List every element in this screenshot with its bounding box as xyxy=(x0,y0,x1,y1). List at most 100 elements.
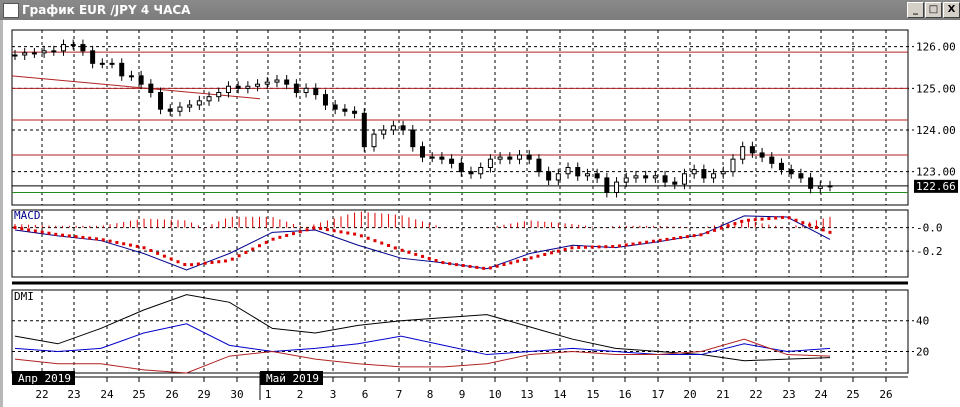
y-tick-label: 125.00 xyxy=(916,82,956,95)
candle-body xyxy=(827,185,833,188)
x-tick-label: 22 xyxy=(35,388,48,401)
macd-signal-dot xyxy=(699,233,703,237)
macd-signal-dot xyxy=(278,235,282,239)
x-tick-label: 8 xyxy=(427,388,434,401)
candle-body xyxy=(740,146,746,160)
candle-body xyxy=(749,146,755,154)
candle-body xyxy=(643,175,649,179)
macd-signal-dot xyxy=(393,246,397,250)
macd-signal-dot xyxy=(67,234,71,238)
candle-body xyxy=(769,156,775,164)
candle-body xyxy=(216,92,222,98)
macd-signal-dot xyxy=(672,236,676,240)
macd-signal-dot xyxy=(135,244,139,248)
candle-body xyxy=(808,177,814,189)
candle-body xyxy=(61,44,67,52)
window-title: График EUR /JPY 4 ЧАСА xyxy=(22,3,191,17)
candle-body xyxy=(293,83,299,93)
macd-signal-dot xyxy=(13,226,17,230)
candle-body xyxy=(235,85,241,89)
macd-signal-dot xyxy=(461,264,465,268)
macd-signal-dot xyxy=(808,223,812,227)
macd-signal-dot xyxy=(359,234,363,238)
macd-signal-dot xyxy=(258,244,261,248)
macd-signal-dot xyxy=(516,259,520,263)
macd-signal-dot xyxy=(325,228,329,232)
candle-body xyxy=(245,85,251,89)
candle-body xyxy=(517,154,523,160)
candle-body xyxy=(439,156,445,160)
macd-signal-dot xyxy=(400,248,404,252)
macd-signal-dot xyxy=(20,227,24,231)
dmi-title: DMI xyxy=(14,290,34,303)
macd-signal-dot xyxy=(502,263,506,267)
candle-body xyxy=(429,156,435,159)
candle-body xyxy=(778,162,784,171)
minus-di-line xyxy=(14,338,831,374)
macd-signal-dot xyxy=(740,219,744,223)
x-tick-label: 1 xyxy=(265,388,272,401)
y-tick-label: 126.00 xyxy=(916,41,956,54)
macd-signal-dot xyxy=(305,228,309,232)
maximize-button[interactable]: □ xyxy=(925,2,942,18)
macd-signal-dot xyxy=(468,264,472,268)
x-tick-label: 14 xyxy=(553,388,567,401)
x-tick-label: 9 xyxy=(459,388,466,401)
candle-body xyxy=(138,75,144,85)
macd-signal-dot xyxy=(291,232,295,236)
candle-body xyxy=(487,158,493,169)
chart-app-icon xyxy=(3,3,19,18)
macd-signal-dot xyxy=(753,218,757,222)
candle-body xyxy=(361,112,367,148)
candle-body xyxy=(41,50,47,54)
month-label: Май 2019 xyxy=(266,372,319,385)
macd-signal-dot xyxy=(183,263,187,267)
candle-body xyxy=(584,173,590,177)
candle-body xyxy=(458,162,464,173)
candle-body xyxy=(196,100,202,106)
macd-signal-dot xyxy=(366,236,370,240)
macd-title: MACD xyxy=(14,209,41,222)
candle-body xyxy=(167,108,173,112)
x-tick-label: 2 xyxy=(297,388,304,401)
panel-macd xyxy=(11,209,909,278)
candle-body xyxy=(255,83,261,87)
minimize-button[interactable]: _ xyxy=(907,2,924,18)
candle-body xyxy=(31,52,37,55)
macd-signal-dot xyxy=(665,237,669,241)
candle-body xyxy=(478,167,484,175)
x-tick-label: 25 xyxy=(132,388,145,401)
candle-body xyxy=(681,173,687,185)
month-label-badge xyxy=(12,371,75,385)
candle-body xyxy=(594,173,600,179)
candle-body xyxy=(788,169,794,175)
candle-body xyxy=(99,62,105,65)
candle-body xyxy=(390,125,396,131)
x-tick-label: 13 xyxy=(520,388,533,401)
candle-body xyxy=(80,44,86,52)
candle-body xyxy=(604,177,610,194)
close-button[interactable]: X xyxy=(943,2,960,18)
candle-body xyxy=(420,146,425,158)
macd-signal-dot xyxy=(190,263,194,267)
candle-body xyxy=(468,171,474,175)
candle-body xyxy=(817,185,823,189)
candle-body xyxy=(798,173,804,179)
macd-signal-dot xyxy=(196,262,200,266)
current-price-badge xyxy=(914,179,958,193)
macd-signal-dot xyxy=(794,218,798,222)
macd-signal-dot xyxy=(224,259,228,263)
x-tick-label: 6 xyxy=(362,388,369,401)
adx-line xyxy=(14,294,831,362)
candle-body xyxy=(51,50,57,53)
candle-body xyxy=(701,169,707,179)
macd-signal-dot xyxy=(407,250,411,254)
macd-signal-dot xyxy=(828,230,832,234)
macd-signal-dot xyxy=(543,252,547,256)
y-tick-label: -0.0 xyxy=(916,222,943,235)
macd-signal-dot xyxy=(74,235,78,239)
macd-signal-dot xyxy=(780,215,784,219)
candle-body xyxy=(284,79,290,85)
x-tick-label: 3 xyxy=(330,388,337,401)
